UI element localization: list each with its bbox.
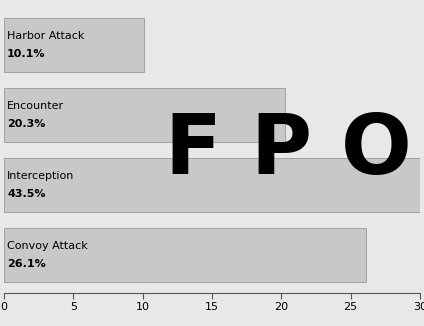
Bar xyxy=(4,228,366,282)
Bar xyxy=(4,88,285,142)
Text: Convoy Attack: Convoy Attack xyxy=(7,241,88,251)
Text: Harbor Attack: Harbor Attack xyxy=(7,31,84,41)
Text: Encounter: Encounter xyxy=(7,101,64,111)
Text: 26.1%: 26.1% xyxy=(7,259,46,269)
Bar xyxy=(4,158,424,212)
Bar xyxy=(4,18,144,72)
Text: 10.1%: 10.1% xyxy=(7,49,45,59)
Text: 20.3%: 20.3% xyxy=(7,119,45,129)
Text: 43.5%: 43.5% xyxy=(7,189,45,199)
Text: F P O: F P O xyxy=(165,110,412,191)
Text: Interception: Interception xyxy=(7,171,74,181)
